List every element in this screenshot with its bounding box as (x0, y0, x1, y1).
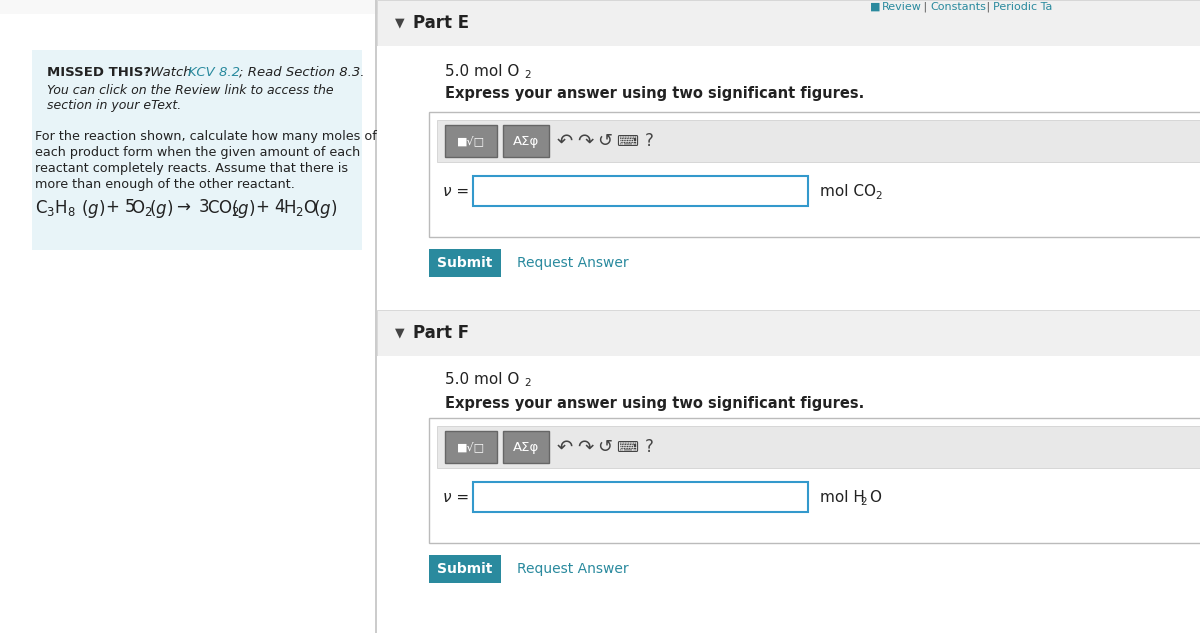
Text: reactant completely reacts. Assume that there is: reactant completely reacts. Assume that … (35, 162, 348, 175)
Text: ■√□: ■√□ (457, 442, 485, 453)
Bar (445, 125, 497, 157)
Text: KCV 8.2: KCV 8.2 (188, 66, 240, 79)
Text: Part F: Part F (413, 324, 469, 342)
Bar (0, 0, 1200, 14)
Text: $\mathrm{H_2O}$: $\mathrm{H_2O}$ (283, 198, 318, 218)
Text: $+\ 5$: $+\ 5$ (106, 198, 136, 216)
Bar (430, 249, 502, 277)
Text: |: | (983, 2, 994, 12)
Text: Watch: Watch (146, 66, 196, 79)
Bar (445, 431, 497, 463)
Bar (374, 0, 377, 633)
Bar (377, 356, 1200, 633)
Text: ⌨: ⌨ (616, 134, 638, 149)
Text: $\mathrm{C_3H_8}$: $\mathrm{C_3H_8}$ (35, 198, 76, 218)
Text: |: | (920, 2, 931, 12)
Text: Part E: Part E (413, 14, 469, 32)
Bar (32, 50, 362, 250)
Text: ▼: ▼ (395, 327, 404, 339)
Bar (437, 426, 1200, 468)
Text: ?: ? (644, 132, 654, 150)
Bar (430, 418, 1200, 543)
Text: Submit: Submit (437, 562, 493, 576)
Text: ↷: ↷ (577, 437, 593, 456)
Text: $\mathrm{O_2}$: $\mathrm{O_2}$ (131, 198, 152, 218)
Text: 2: 2 (524, 378, 530, 388)
Bar (430, 112, 1200, 237)
Text: O: O (869, 489, 881, 505)
Text: mol H: mol H (820, 489, 865, 505)
Text: ν =: ν = (443, 489, 469, 505)
Text: $(g)$: $(g)$ (313, 198, 337, 220)
Text: more than enough of the other reactant.: more than enough of the other reactant. (35, 178, 295, 191)
Text: ↷: ↷ (577, 132, 593, 151)
Text: Constants: Constants (930, 2, 986, 12)
Text: ■: ■ (870, 2, 884, 12)
Text: 5.0 mol O: 5.0 mol O (445, 64, 520, 79)
Bar (0, 0, 374, 633)
Text: $\rightarrow\ 3$: $\rightarrow\ 3$ (173, 198, 210, 216)
Text: ■√□: ■√□ (457, 135, 485, 146)
Bar (503, 125, 550, 157)
Bar (473, 176, 808, 206)
Text: Request Answer: Request Answer (517, 562, 629, 576)
Text: section in your eText.: section in your eText. (47, 99, 181, 112)
Text: ΑΣφ: ΑΣφ (512, 441, 539, 453)
Text: ↺: ↺ (598, 132, 612, 150)
Bar (377, 0, 1200, 46)
Text: Express your answer using two significant figures.: Express your answer using two significan… (445, 86, 864, 101)
Text: $(g)$: $(g)$ (149, 198, 173, 220)
Text: Express your answer using two significant figures.: Express your answer using two significan… (445, 396, 864, 411)
Text: Submit: Submit (437, 256, 493, 270)
Text: ↺: ↺ (598, 438, 612, 456)
Text: ; Read Section 8.3.: ; Read Section 8.3. (239, 66, 365, 79)
Text: $(g)$: $(g)$ (230, 198, 256, 220)
Text: mol CO: mol CO (820, 184, 876, 199)
Text: ↶: ↶ (557, 132, 574, 151)
Text: You can click on the Review link to access the: You can click on the Review link to acce… (47, 84, 334, 97)
Text: ν =: ν = (443, 184, 469, 199)
Text: each product form when the given amount of each: each product form when the given amount … (35, 146, 360, 159)
Text: For the reaction shown, calculate how many moles of: For the reaction shown, calculate how ma… (35, 130, 377, 143)
Bar (377, 310, 1200, 356)
Text: Review: Review (882, 2, 922, 12)
Bar (437, 120, 1200, 162)
Text: ▼: ▼ (395, 16, 404, 30)
Text: MISSED THIS?: MISSED THIS? (47, 66, 151, 79)
Text: 2: 2 (860, 497, 866, 507)
Text: ↶: ↶ (557, 437, 574, 456)
Text: 2: 2 (875, 191, 882, 201)
Text: Request Answer: Request Answer (517, 256, 629, 270)
Bar (377, 46, 1200, 314)
Text: ?: ? (644, 438, 654, 456)
Bar (430, 555, 502, 583)
Text: $+\ 4$: $+\ 4$ (256, 198, 286, 216)
Bar (503, 431, 550, 463)
Text: ΑΣφ: ΑΣφ (512, 134, 539, 147)
Bar (473, 482, 808, 512)
Text: $(g)$: $(g)$ (82, 198, 106, 220)
Text: ⌨: ⌨ (616, 439, 638, 454)
Text: 2: 2 (524, 70, 530, 80)
Text: Periodic Ta: Periodic Ta (994, 2, 1052, 12)
Text: $\mathrm{CO_2}$: $\mathrm{CO_2}$ (208, 198, 240, 218)
Text: 5.0 mol O: 5.0 mol O (445, 372, 520, 387)
